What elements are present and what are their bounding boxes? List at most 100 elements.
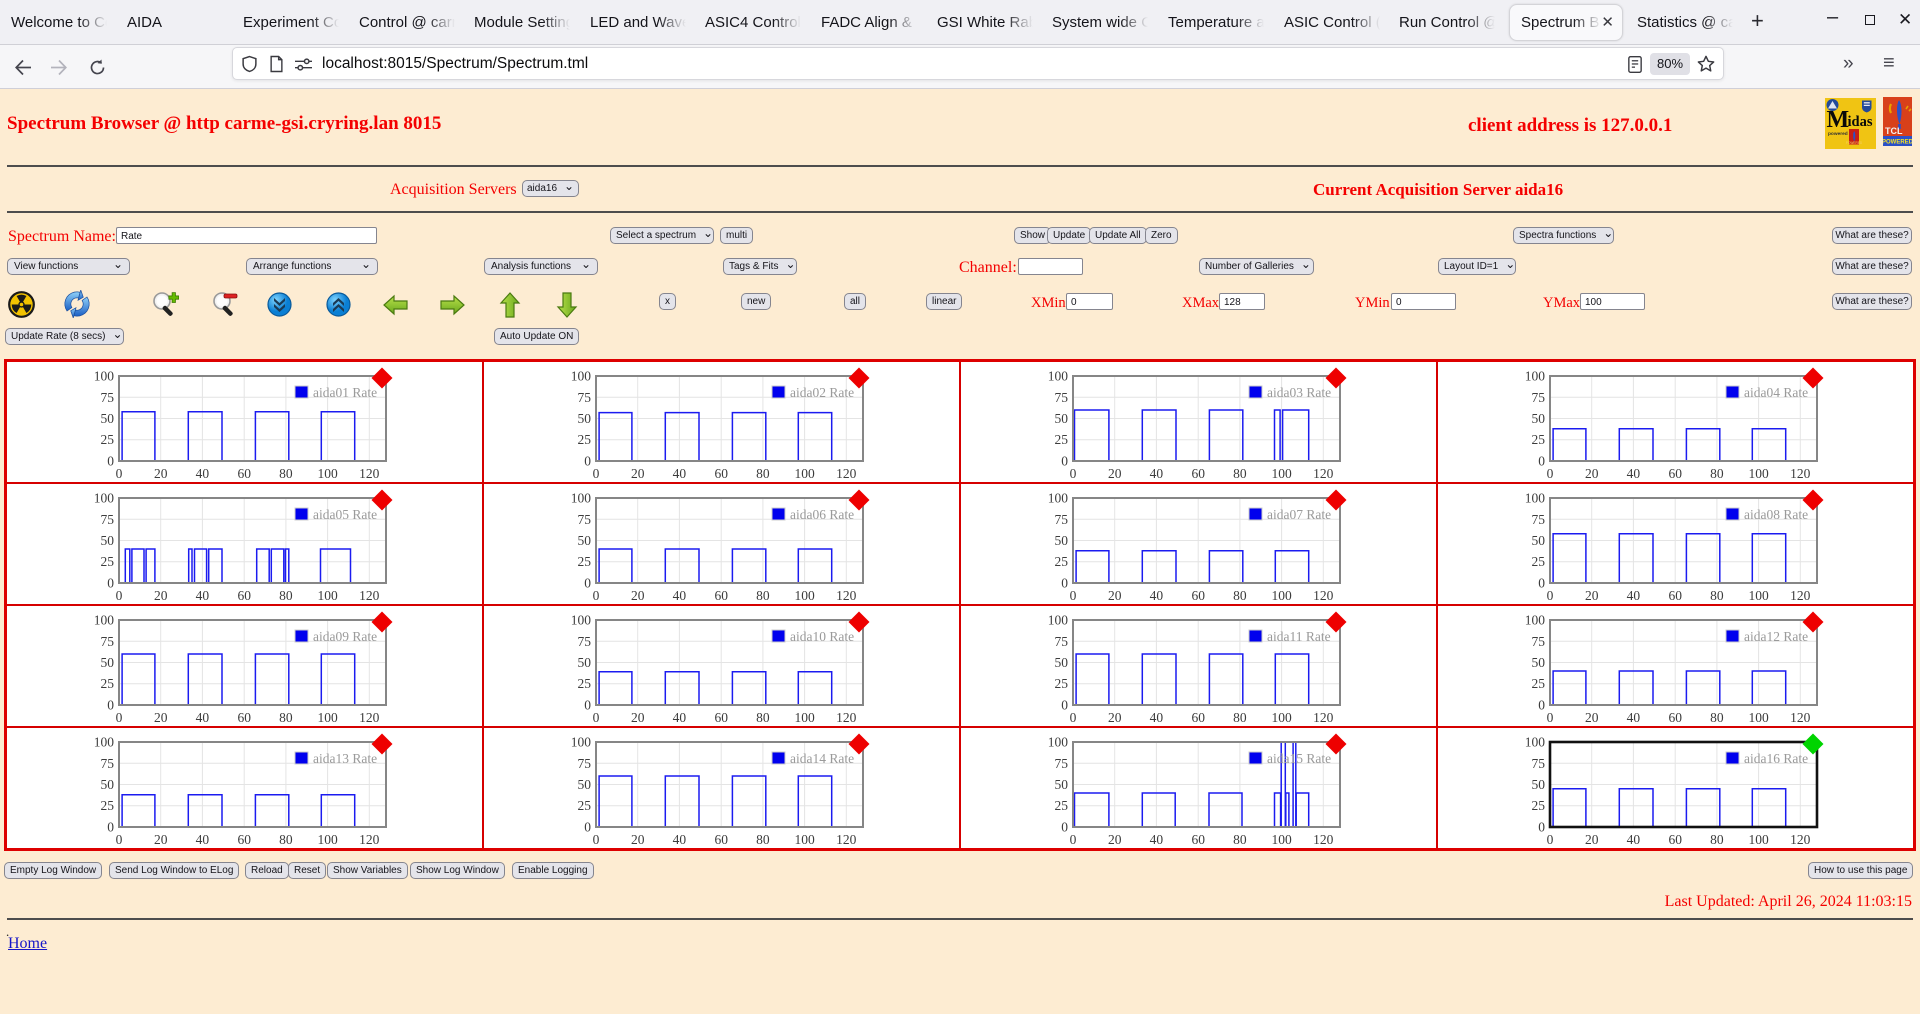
svg-text:100: 100 bbox=[571, 491, 592, 506]
svg-text:25: 25 bbox=[1532, 676, 1546, 691]
svg-text:25: 25 bbox=[1532, 798, 1546, 813]
svg-text:40: 40 bbox=[1627, 710, 1641, 725]
svg-text:120: 120 bbox=[836, 588, 857, 603]
svg-text:80: 80 bbox=[1710, 466, 1724, 481]
svg-text:40: 40 bbox=[196, 832, 210, 847]
svg-text:20: 20 bbox=[154, 832, 168, 847]
svg-text:50: 50 bbox=[578, 655, 592, 670]
svg-text:idas: idas bbox=[1848, 114, 1873, 130]
svg-text:80: 80 bbox=[279, 588, 293, 603]
svg-text:0: 0 bbox=[1538, 820, 1545, 835]
svg-text:40: 40 bbox=[1150, 466, 1164, 481]
svg-text:60: 60 bbox=[1668, 710, 1682, 725]
svg-text:0: 0 bbox=[1538, 454, 1545, 469]
svg-text:120: 120 bbox=[1790, 588, 1811, 603]
svg-text:0: 0 bbox=[1061, 820, 1068, 835]
svg-text:100: 100 bbox=[794, 832, 815, 847]
svg-text:80: 80 bbox=[1233, 466, 1247, 481]
svg-text:120: 120 bbox=[1313, 588, 1334, 603]
svg-text:80: 80 bbox=[279, 832, 293, 847]
svg-text:TCL: TCL bbox=[1885, 126, 1903, 136]
svg-text:aida08 Rate: aida08 Rate bbox=[1744, 507, 1808, 522]
svg-text:100: 100 bbox=[94, 613, 115, 628]
svg-text:120: 120 bbox=[359, 710, 380, 725]
svg-text:20: 20 bbox=[154, 588, 168, 603]
svg-text:75: 75 bbox=[1532, 512, 1546, 527]
svg-text:0: 0 bbox=[593, 466, 600, 481]
svg-text:60: 60 bbox=[1191, 832, 1205, 847]
svg-text:25: 25 bbox=[1532, 432, 1546, 447]
svg-text:100: 100 bbox=[94, 369, 115, 384]
svg-text:75: 75 bbox=[578, 756, 592, 771]
svg-text:25: 25 bbox=[1055, 798, 1069, 813]
svg-text:100: 100 bbox=[94, 735, 115, 750]
svg-text:50: 50 bbox=[1532, 533, 1546, 548]
svg-text:60: 60 bbox=[1191, 466, 1205, 481]
svg-text:75: 75 bbox=[1532, 390, 1546, 405]
svg-text:80: 80 bbox=[1710, 588, 1724, 603]
svg-text:0: 0 bbox=[1547, 832, 1554, 847]
svg-text:100: 100 bbox=[1048, 369, 1069, 384]
svg-text:75: 75 bbox=[578, 390, 592, 405]
svg-text:aida12 Rate: aida12 Rate bbox=[1744, 629, 1808, 644]
svg-text:20: 20 bbox=[1108, 710, 1122, 725]
svg-text:100: 100 bbox=[1748, 588, 1769, 603]
svg-text:powered by: powered by bbox=[1828, 131, 1855, 137]
svg-text:80: 80 bbox=[756, 588, 770, 603]
svg-text:60: 60 bbox=[1668, 832, 1682, 847]
svg-text:20: 20 bbox=[154, 466, 168, 481]
svg-text:50: 50 bbox=[1532, 655, 1546, 670]
svg-text:20: 20 bbox=[631, 710, 645, 725]
svg-text:60: 60 bbox=[714, 466, 728, 481]
svg-text:120: 120 bbox=[1313, 710, 1334, 725]
svg-text:100: 100 bbox=[794, 588, 815, 603]
svg-text:60: 60 bbox=[237, 710, 251, 725]
svg-text:100: 100 bbox=[571, 735, 592, 750]
svg-text:POWERED: POWERED bbox=[1846, 141, 1863, 145]
svg-text:120: 120 bbox=[836, 832, 857, 847]
svg-text:0: 0 bbox=[593, 588, 600, 603]
svg-text:100: 100 bbox=[1525, 369, 1546, 384]
svg-text:50: 50 bbox=[578, 533, 592, 548]
svg-text:aida09 Rate: aida09 Rate bbox=[313, 629, 377, 644]
svg-text:25: 25 bbox=[1055, 676, 1069, 691]
svg-text:20: 20 bbox=[154, 710, 168, 725]
svg-text:25: 25 bbox=[101, 432, 115, 447]
svg-text:50: 50 bbox=[1055, 655, 1069, 670]
svg-text:120: 120 bbox=[1313, 832, 1334, 847]
svg-text:40: 40 bbox=[1627, 588, 1641, 603]
svg-text:aida04 Rate: aida04 Rate bbox=[1744, 385, 1808, 400]
svg-text:0: 0 bbox=[1070, 832, 1077, 847]
svg-text:40: 40 bbox=[673, 466, 687, 481]
svg-text:60: 60 bbox=[714, 832, 728, 847]
svg-text:20: 20 bbox=[1585, 466, 1599, 481]
svg-text:100: 100 bbox=[1048, 735, 1069, 750]
svg-text:50: 50 bbox=[578, 777, 592, 792]
svg-text:60: 60 bbox=[714, 588, 728, 603]
svg-text:0: 0 bbox=[1061, 454, 1068, 469]
svg-text:25: 25 bbox=[578, 554, 592, 569]
svg-text:100: 100 bbox=[1748, 832, 1769, 847]
svg-text:75: 75 bbox=[1055, 634, 1069, 649]
svg-text:25: 25 bbox=[1055, 432, 1069, 447]
svg-text:100: 100 bbox=[317, 710, 338, 725]
svg-text:0: 0 bbox=[107, 454, 114, 469]
svg-text:aida11 Rate: aida11 Rate bbox=[1267, 629, 1331, 644]
svg-text:100: 100 bbox=[1271, 588, 1292, 603]
svg-text:40: 40 bbox=[196, 588, 210, 603]
svg-text:100: 100 bbox=[571, 369, 592, 384]
svg-text:100: 100 bbox=[571, 613, 592, 628]
svg-text:0: 0 bbox=[1547, 588, 1554, 603]
svg-text:75: 75 bbox=[101, 390, 115, 405]
svg-text:25: 25 bbox=[1055, 554, 1069, 569]
svg-text:60: 60 bbox=[1668, 466, 1682, 481]
svg-text:0: 0 bbox=[593, 710, 600, 725]
svg-text:50: 50 bbox=[101, 777, 115, 792]
svg-text:0: 0 bbox=[1061, 576, 1068, 591]
svg-text:100: 100 bbox=[1271, 710, 1292, 725]
svg-text:80: 80 bbox=[279, 466, 293, 481]
svg-text:50: 50 bbox=[101, 411, 115, 426]
svg-text:20: 20 bbox=[631, 832, 645, 847]
svg-text:25: 25 bbox=[1532, 554, 1546, 569]
svg-text:0: 0 bbox=[1538, 576, 1545, 591]
